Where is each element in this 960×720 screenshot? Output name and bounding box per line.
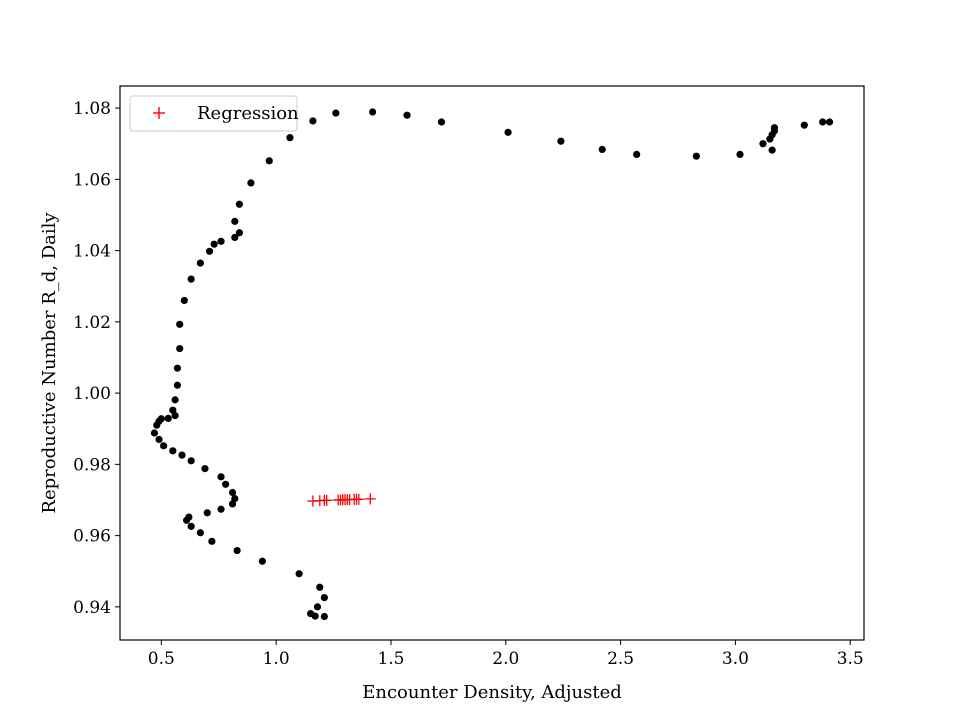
data-point bbox=[187, 457, 195, 465]
data-point bbox=[169, 447, 177, 455]
data-point bbox=[187, 522, 195, 530]
x-tick-label: 3.0 bbox=[722, 649, 749, 669]
data-point bbox=[155, 435, 163, 444]
x-tick-label: 0.5 bbox=[148, 649, 175, 669]
y-tick-label: 1.08 bbox=[73, 99, 111, 119]
data-point bbox=[196, 529, 204, 537]
data-point bbox=[598, 145, 606, 154]
y-tick-label: 1.00 bbox=[73, 384, 111, 404]
data-point bbox=[235, 200, 244, 208]
data-point bbox=[825, 118, 834, 126]
data-point bbox=[692, 152, 700, 160]
regression-point bbox=[353, 493, 365, 505]
data-point bbox=[222, 480, 230, 488]
y-tick-label: 0.98 bbox=[73, 455, 111, 475]
data-point bbox=[210, 240, 218, 248]
data-point bbox=[217, 473, 225, 481]
data-point bbox=[258, 557, 266, 565]
data-point bbox=[180, 296, 188, 305]
data-point bbox=[316, 583, 324, 591]
data-point bbox=[205, 247, 214, 255]
plot-frame bbox=[119, 85, 865, 641]
data-point bbox=[169, 406, 177, 414]
data-point bbox=[173, 381, 182, 389]
data-point bbox=[295, 570, 303, 578]
regression-point bbox=[321, 494, 333, 506]
data-point bbox=[247, 179, 255, 187]
data-point bbox=[770, 124, 779, 132]
data-point bbox=[332, 109, 340, 117]
x-tick-label: 2.5 bbox=[607, 649, 634, 669]
data-point bbox=[313, 603, 322, 611]
data-point bbox=[233, 546, 241, 555]
data-point bbox=[203, 509, 211, 517]
data-points bbox=[150, 108, 834, 621]
data-point bbox=[228, 488, 237, 497]
y-axis-label: Reproductive Number R_d, Daily bbox=[39, 212, 60, 514]
data-point bbox=[759, 140, 767, 148]
data-point bbox=[231, 217, 239, 225]
y-tick-label: 1.04 bbox=[73, 242, 111, 262]
data-point bbox=[633, 150, 641, 159]
x-tick-label: 3.5 bbox=[837, 649, 864, 669]
y-tick-label: 1.06 bbox=[73, 170, 111, 190]
data-point bbox=[176, 320, 184, 328]
y-tick-label: 0.96 bbox=[73, 527, 111, 547]
data-point bbox=[819, 118, 827, 126]
data-point bbox=[286, 134, 294, 142]
y-axis: 0.94 0.96 0.98 1.00 1.02 1.04 1.06 1.08 bbox=[73, 99, 120, 618]
data-point bbox=[231, 233, 239, 242]
x-tick-label: 1.0 bbox=[263, 649, 290, 669]
data-point bbox=[196, 259, 204, 267]
data-point bbox=[150, 429, 159, 437]
x-tick-label: 2.0 bbox=[492, 649, 519, 669]
y-tick-label: 0.94 bbox=[73, 598, 111, 618]
x-axis: 0.5 1.0 1.5 2.0 2.5 3.0 3.5 bbox=[148, 640, 864, 669]
data-point bbox=[160, 442, 168, 450]
data-point bbox=[306, 610, 315, 618]
y-tick-label: 1.02 bbox=[73, 313, 111, 333]
data-point bbox=[157, 415, 165, 423]
data-point bbox=[320, 594, 328, 602]
data-point bbox=[557, 137, 565, 145]
data-point bbox=[173, 364, 182, 372]
x-axis-label: Encounter Density, Adjusted bbox=[362, 682, 622, 703]
data-point bbox=[171, 396, 179, 404]
data-point bbox=[185, 513, 193, 521]
legend-box bbox=[129, 95, 298, 132]
legend-label-regression: Regression bbox=[197, 103, 299, 124]
data-point bbox=[208, 537, 216, 545]
data-point bbox=[178, 451, 186, 459]
data-point bbox=[235, 229, 244, 237]
data-point bbox=[176, 344, 184, 353]
data-point bbox=[368, 108, 377, 116]
data-point bbox=[320, 612, 328, 621]
data-point bbox=[231, 494, 239, 503]
data-point bbox=[437, 118, 446, 126]
data-point bbox=[768, 146, 776, 154]
data-point bbox=[201, 465, 209, 473]
legend: Regression bbox=[129, 95, 299, 132]
data-point bbox=[504, 128, 512, 136]
regression-point bbox=[364, 493, 376, 505]
data-point bbox=[309, 117, 317, 125]
data-point bbox=[403, 111, 411, 119]
data-point bbox=[217, 237, 225, 245]
data-point bbox=[265, 157, 273, 165]
data-point bbox=[217, 505, 225, 513]
data-point bbox=[800, 121, 808, 129]
data-point bbox=[187, 275, 195, 283]
data-point bbox=[164, 414, 172, 422]
x-tick-label: 1.5 bbox=[377, 649, 404, 669]
data-point bbox=[736, 150, 744, 159]
legend-marker-regression bbox=[153, 107, 165, 119]
